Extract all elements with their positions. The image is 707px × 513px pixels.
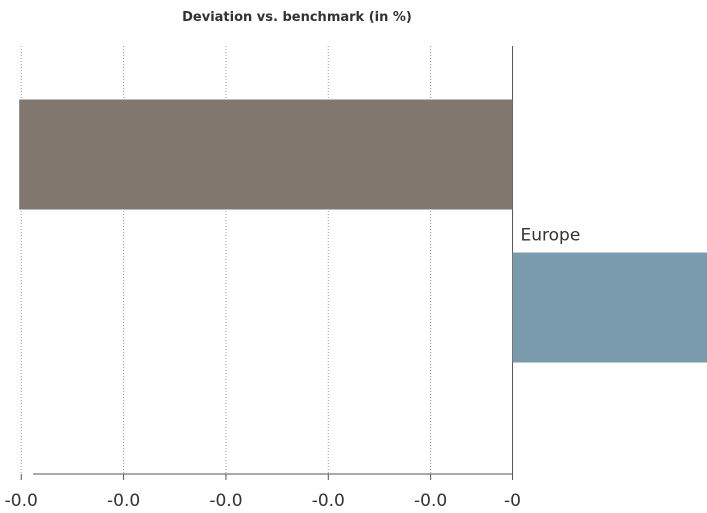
x-axis: -0.0 -0.0 -0.0 -0.0 -0.0 -0 — [5, 473, 521, 511]
x-tick-label: -0.0 — [414, 491, 447, 511]
bar — [19, 99, 513, 210]
x-tick-label: -0 — [504, 491, 521, 511]
bars: Europe — [19, 99, 707, 363]
bar-label: Europe — [521, 226, 581, 246]
x-tick-label: -0.0 — [209, 491, 242, 511]
x-tick-label: -0.0 — [107, 491, 140, 511]
chart-title: Deviation vs. benchmark (in %) — [182, 10, 412, 25]
x-tick-label: -0.0 — [5, 491, 38, 511]
bar — [512, 252, 707, 363]
x-tick-label: -0.0 — [312, 491, 345, 511]
